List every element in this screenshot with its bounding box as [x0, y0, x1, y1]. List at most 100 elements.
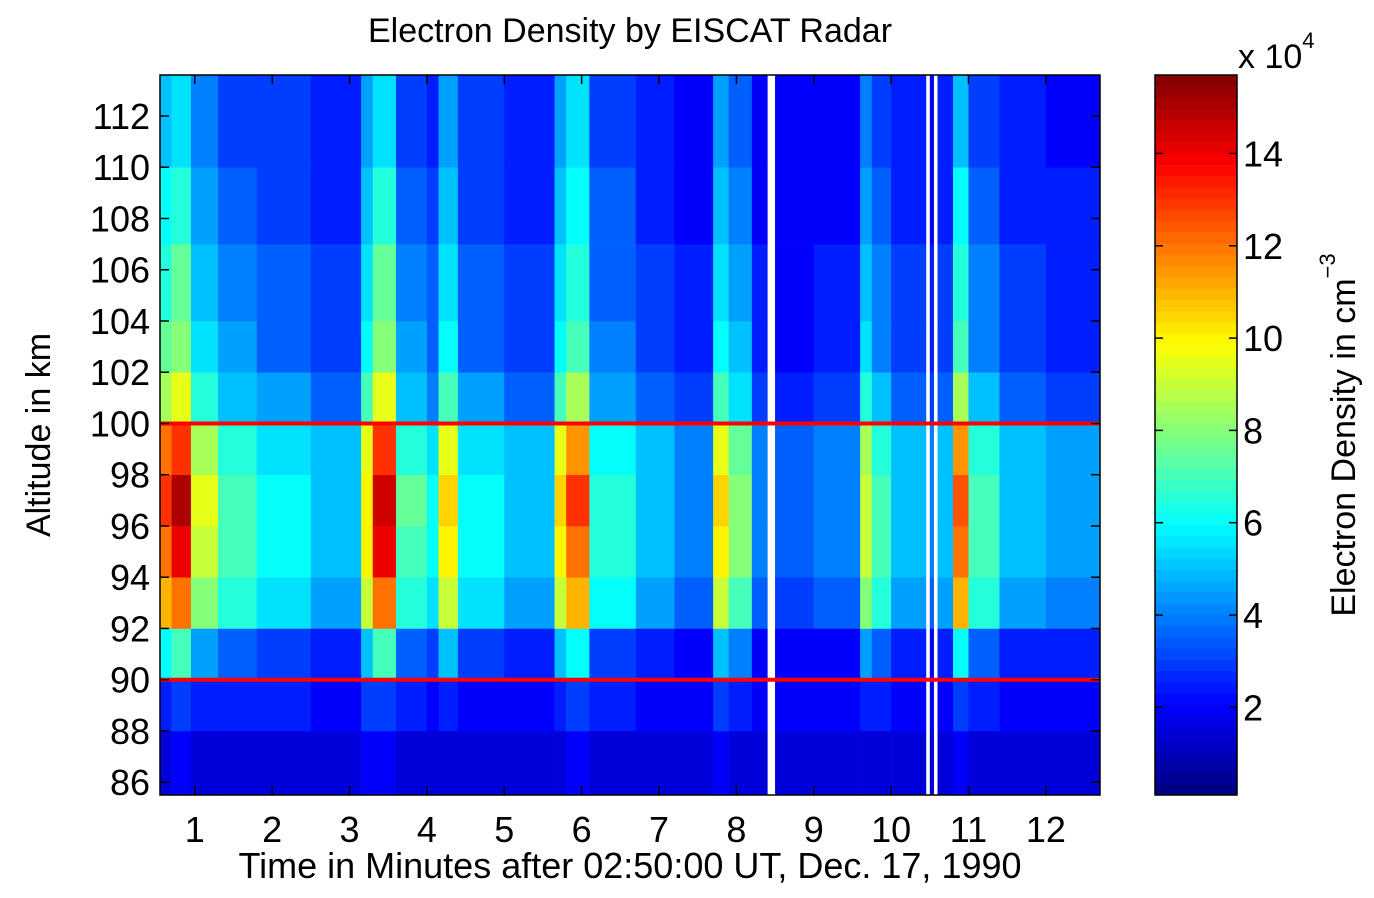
heatmap-cell — [310, 628, 362, 680]
heatmap-cell — [190, 525, 219, 578]
heatmap-cell — [929, 372, 934, 424]
heatmap-cell — [937, 628, 954, 680]
colorbar-segment — [1155, 671, 1237, 683]
y-tick-label: 88 — [110, 711, 150, 752]
heatmap-cell — [566, 525, 590, 578]
heatmap-cell — [999, 474, 1047, 527]
heatmap-cell — [999, 730, 1047, 796]
colorbar-segment — [1155, 761, 1237, 773]
heatmap-cell — [953, 730, 969, 796]
heatmap-cell — [218, 628, 258, 680]
heatmap-cell — [160, 628, 172, 680]
colorbar-segment — [1155, 648, 1237, 661]
colorbar-segment — [1155, 255, 1237, 267]
heatmap-cell — [937, 167, 954, 245]
heatmap-cell — [457, 679, 505, 732]
heatmap-cell — [310, 244, 362, 322]
colorbar-segment — [1155, 660, 1237, 672]
heatmap-cell — [438, 167, 459, 245]
x-tick-label: 4 — [417, 809, 437, 850]
colorbar-segment — [1155, 108, 1237, 121]
heatmap-cell — [310, 167, 362, 245]
colorbar-segment — [1155, 468, 1237, 481]
heatmap-cell — [361, 474, 374, 527]
heatmap-cell — [891, 167, 927, 245]
heatmap-cell — [256, 244, 312, 322]
heatmap-cell — [554, 628, 567, 680]
heatmap-cell — [813, 730, 861, 796]
heatmap-cell — [775, 679, 815, 732]
heatmap-cell — [438, 372, 459, 424]
colorbar-tick-label: 4 — [1243, 595, 1263, 636]
heatmap-cell — [953, 474, 969, 527]
heatmap-cell — [426, 525, 439, 578]
heatmap-cell — [457, 320, 505, 373]
heatmap-cell — [457, 423, 505, 476]
heatmap-cell — [218, 167, 258, 245]
y-tick-label: 104 — [90, 301, 150, 342]
heatmap-cell — [713, 577, 729, 629]
heatmap-cell — [937, 679, 954, 732]
colorbar-segment — [1155, 86, 1237, 98]
heatmap-cell — [372, 372, 397, 424]
heatmap-cell — [256, 679, 312, 732]
heatmap-cell — [871, 525, 892, 578]
heatmap-cell — [751, 372, 768, 424]
colorbar-tick-label: 2 — [1243, 687, 1263, 728]
heatmap-cell — [310, 320, 362, 373]
heatmap-cell — [395, 474, 428, 527]
heatmap-cell — [190, 628, 219, 680]
heatmap-cell — [929, 730, 934, 796]
heatmap-cell — [171, 244, 192, 322]
heatmap-cell — [775, 628, 815, 680]
y-tick-label: 110 — [93, 147, 150, 188]
heatmap-cell — [426, 75, 439, 168]
heatmap-cell — [713, 75, 729, 168]
heatmap-cell — [968, 167, 1000, 245]
heatmap-cell — [504, 167, 555, 245]
heatmap-cell — [589, 628, 637, 680]
heatmap-cell — [438, 244, 459, 322]
colorbar-frame — [1154, 74, 1238, 796]
colorbar-segment — [1155, 772, 1237, 785]
heatmap-cell — [968, 75, 1000, 168]
heatmap-cell — [728, 679, 753, 732]
heatmap-cell — [635, 628, 675, 680]
x-tick-label: 2 — [262, 809, 282, 850]
heatmap-cell — [160, 577, 172, 629]
heatmap-cell — [554, 423, 567, 476]
colorbar-segment — [1155, 682, 1237, 695]
heatmap-cell — [589, 525, 637, 578]
colorbar-tick-label: 6 — [1243, 503, 1263, 544]
colorbar-segment — [1155, 210, 1237, 222]
colorbar-tick-label: 14 — [1243, 133, 1283, 174]
heatmap-cell — [160, 679, 172, 732]
heatmap-cell — [953, 577, 969, 629]
heatmap-cell — [999, 628, 1047, 680]
heatmap-cell — [953, 628, 969, 680]
heatmap-cell — [929, 628, 934, 680]
heatmap-cell — [728, 423, 753, 476]
heatmap-cell — [968, 730, 1000, 796]
heatmap-cell — [426, 730, 439, 796]
x-tick-label: 11 — [950, 809, 987, 850]
heatmap-cell — [160, 423, 172, 476]
heatmap-cell — [713, 525, 729, 578]
colorbar-segment — [1155, 457, 1237, 470]
colorbar-segment — [1155, 187, 1237, 200]
heatmap-cell — [218, 75, 258, 168]
heatmap-cell — [674, 167, 714, 245]
heatmap-cell — [554, 474, 567, 527]
heatmap-cell — [372, 423, 397, 476]
colorbar-segment — [1155, 165, 1237, 177]
heatmap-cell — [860, 679, 873, 732]
heatmap-cell — [860, 730, 873, 796]
colorbar-segment — [1155, 97, 1237, 110]
y-tick-label: 112 — [93, 96, 150, 137]
heatmap-cell — [426, 167, 439, 245]
colorbar-segment — [1155, 536, 1237, 548]
heatmap-cell — [953, 372, 969, 424]
heatmap-cell — [554, 244, 567, 322]
heatmap-cell — [999, 75, 1047, 168]
heatmap-cell — [674, 577, 714, 629]
